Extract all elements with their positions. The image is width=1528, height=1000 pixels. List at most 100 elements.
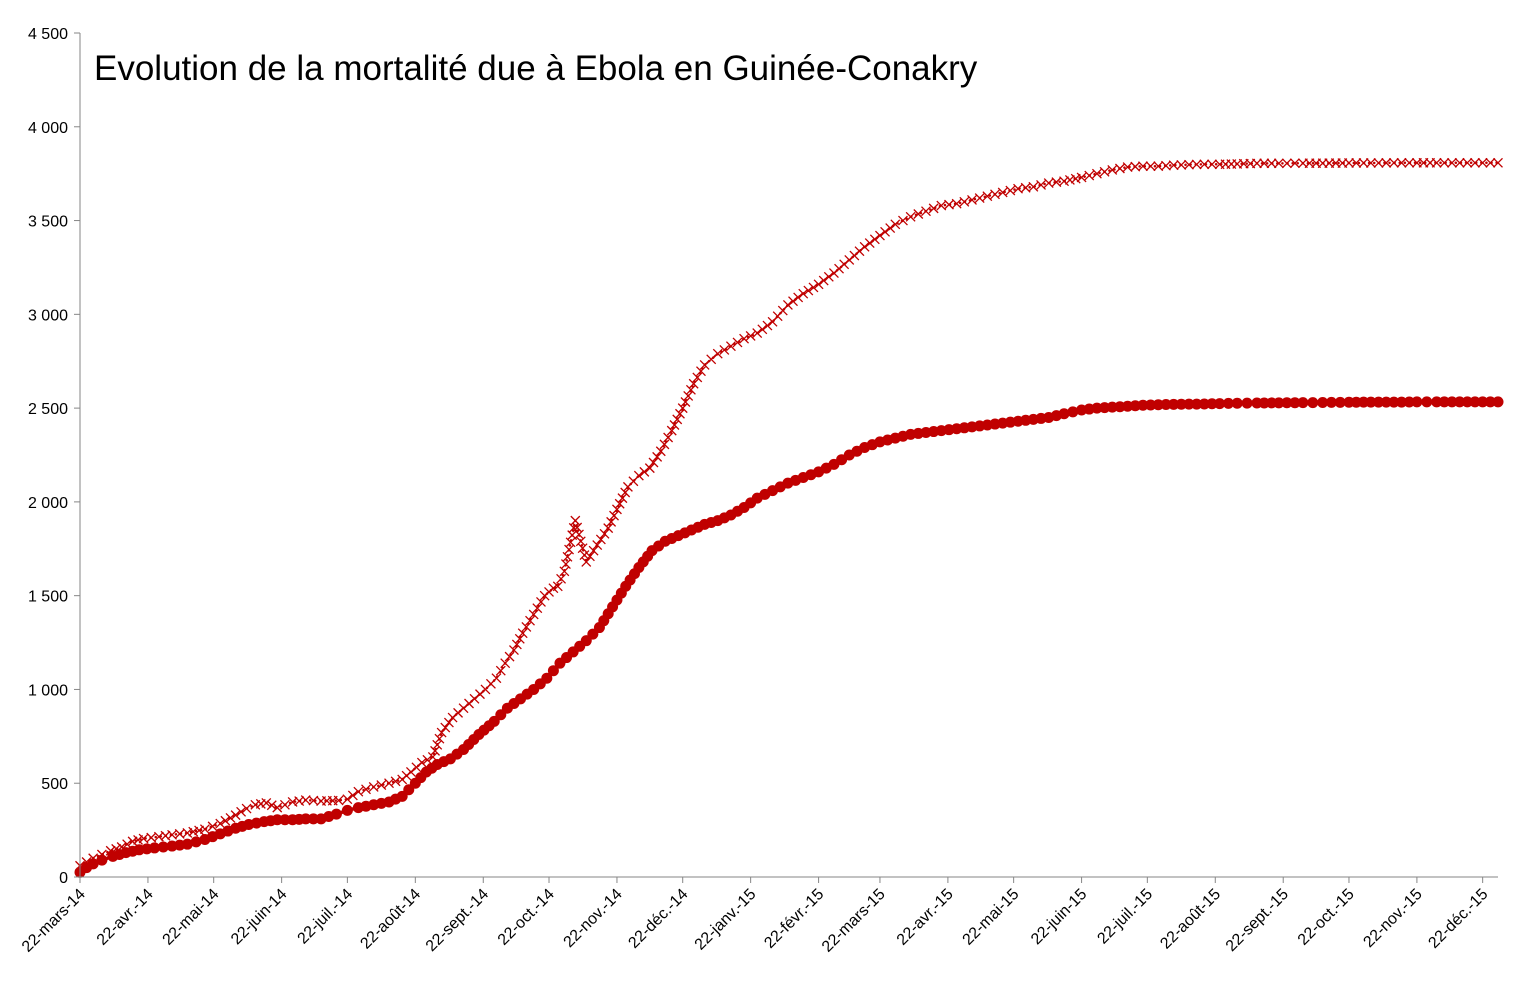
data-point-x-marker xyxy=(300,795,311,806)
data-point-x-marker xyxy=(574,529,584,540)
data-point-x-marker xyxy=(611,504,622,515)
data-point-x-marker xyxy=(1454,157,1465,168)
data-point-x-marker xyxy=(1388,157,1399,168)
data-point-circle-marker xyxy=(1325,396,1337,408)
data-point-x-marker xyxy=(432,739,443,750)
data-point-x-marker xyxy=(864,238,875,249)
data-point-x-marker xyxy=(500,658,511,669)
data-point-x-marker xyxy=(1145,161,1156,172)
data-point-circle-marker xyxy=(1168,398,1180,410)
data-point-x-marker xyxy=(633,470,644,481)
data-point-x-marker xyxy=(788,296,798,307)
series-2-markers xyxy=(74,396,1504,878)
data-point-x-marker xyxy=(659,439,670,450)
data-point-x-marker xyxy=(745,330,756,341)
data-point-x-marker xyxy=(508,645,519,656)
data-point-circle-marker xyxy=(330,808,342,820)
data-point-x-marker xyxy=(782,299,793,310)
y-tick-label: 3 500 xyxy=(28,214,68,231)
data-point-x-marker xyxy=(666,425,677,436)
data-point-x-marker xyxy=(1070,173,1081,184)
data-point-x-marker xyxy=(1289,158,1300,169)
data-point-circle-marker xyxy=(1058,408,1070,420)
data-point-x-marker xyxy=(521,621,532,632)
data-point-circle-marker xyxy=(1477,396,1489,408)
data-point-x-marker xyxy=(1365,158,1376,168)
data-point-x-marker xyxy=(680,397,691,407)
data-point-circle-marker xyxy=(190,836,202,848)
data-point-circle-marker xyxy=(1307,397,1319,409)
data-point-circle-marker xyxy=(1206,398,1218,410)
data-point-x-marker xyxy=(677,403,688,414)
data-point-circle-marker xyxy=(1191,398,1203,410)
data-point-x-marker xyxy=(416,757,427,768)
y-tick-label: 1 000 xyxy=(28,682,68,699)
data-point-circle-marker xyxy=(307,813,319,825)
data-point-circle-marker xyxy=(1160,399,1172,411)
data-point-x-marker xyxy=(368,782,379,792)
data-point-circle-marker xyxy=(87,858,99,870)
data-point-x-marker xyxy=(663,432,674,443)
data-point-x-marker xyxy=(266,800,277,811)
data-point-x-marker xyxy=(308,795,319,806)
data-point-circle-marker xyxy=(1388,396,1400,408)
data-point-circle-marker xyxy=(1421,396,1433,408)
data-point-circle-marker xyxy=(1380,396,1392,408)
data-point-x-marker xyxy=(1199,159,1210,170)
data-point-x-marker xyxy=(1251,158,1262,169)
data-point-x-marker xyxy=(491,673,502,684)
data-point-x-marker xyxy=(813,279,824,290)
data-point-x-marker xyxy=(199,824,210,835)
data-point-x-marker xyxy=(577,543,588,554)
data-point-x-marker xyxy=(1462,157,1473,168)
data-point-circle-marker xyxy=(1317,396,1329,408)
data-point-x-marker xyxy=(620,487,631,498)
data-point-x-marker xyxy=(430,745,441,756)
data-point-x-marker xyxy=(1153,161,1164,172)
y-tick-label: 0 xyxy=(59,870,68,887)
data-point-x-marker xyxy=(1076,172,1087,183)
data-point-x-marker xyxy=(982,191,993,202)
plot-series xyxy=(74,157,1504,878)
data-point-x-marker xyxy=(1207,159,1217,170)
data-point-x-marker xyxy=(532,603,543,614)
data-point-x-marker xyxy=(997,187,1008,198)
data-point-x-marker xyxy=(1266,158,1277,169)
data-point-x-marker xyxy=(1084,170,1095,181)
data-point-circle-marker xyxy=(1222,397,1234,409)
data-point-x-marker xyxy=(617,493,628,504)
y-tick-label: 4 000 xyxy=(28,120,68,137)
data-point-x-marker xyxy=(739,333,750,344)
data-point-circle-marker xyxy=(157,841,169,853)
data-point-x-marker xyxy=(261,797,272,808)
data-point-x-marker xyxy=(1176,159,1187,170)
data-point-x-marker xyxy=(913,209,924,219)
data-point-x-marker xyxy=(803,285,814,296)
data-point-x-marker xyxy=(1114,163,1125,174)
data-point-x-marker xyxy=(1130,161,1141,172)
data-point-x-marker xyxy=(182,827,193,838)
data-point-x-marker xyxy=(699,360,710,370)
data-point-circle-marker xyxy=(1446,396,1458,408)
data-point-x-marker xyxy=(581,556,592,567)
data-point-x-marker xyxy=(712,348,723,359)
data-point-x-marker xyxy=(603,523,614,534)
data-point-x-marker xyxy=(644,463,655,474)
data-point-x-marker xyxy=(1381,157,1392,168)
data-point-x-marker xyxy=(422,754,433,765)
data-point-x-marker xyxy=(361,784,371,795)
data-point-x-marker xyxy=(236,806,247,817)
data-point-x-marker xyxy=(1470,157,1480,168)
data-point-x-marker xyxy=(905,211,916,222)
data-point-x-marker xyxy=(757,324,768,335)
data-point-x-marker xyxy=(1358,158,1369,168)
data-point-x-marker xyxy=(798,288,809,299)
data-point-circle-marker xyxy=(1175,398,1187,410)
data-point-circle-marker xyxy=(547,665,559,677)
data-point-x-marker xyxy=(606,516,617,527)
data-point-x-marker xyxy=(556,573,567,584)
data-point-x-marker xyxy=(732,337,743,348)
data-point-x-marker xyxy=(384,778,394,789)
data-point-x-marker xyxy=(752,328,763,339)
